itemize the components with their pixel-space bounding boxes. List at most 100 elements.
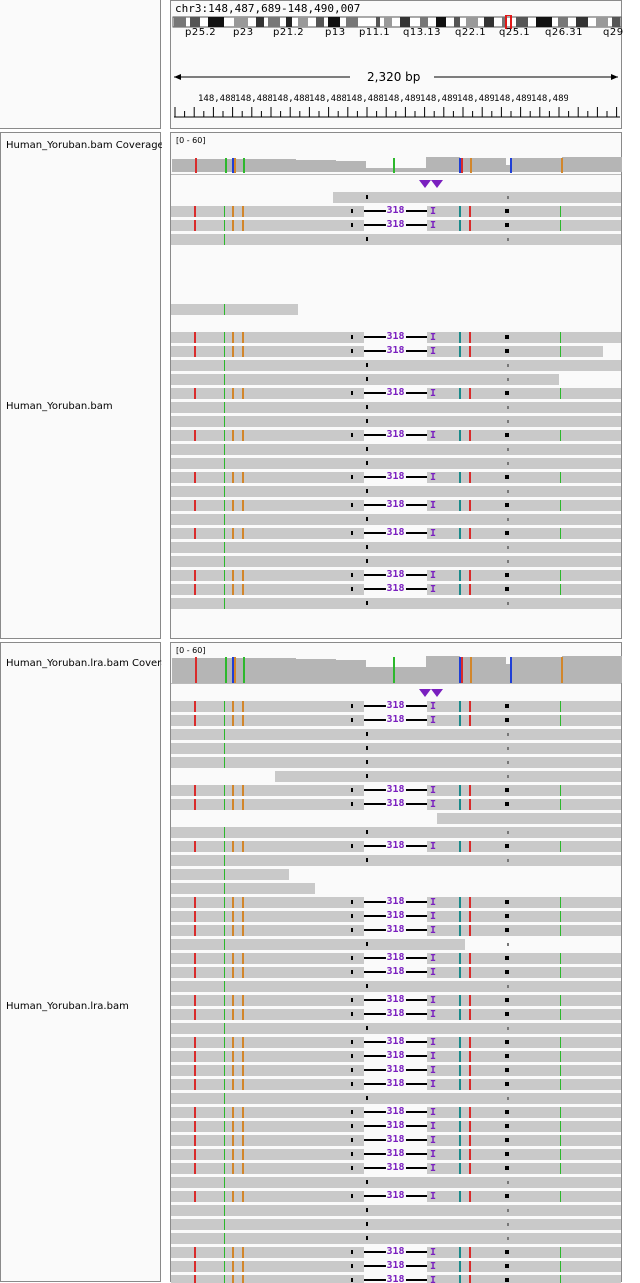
deletion-318bp[interactable]: 318	[364, 1050, 427, 1062]
read[interactable]	[171, 598, 621, 609]
read[interactable]	[171, 444, 621, 455]
read[interactable]	[171, 1205, 621, 1216]
deletion-length-label: 318	[385, 966, 406, 978]
deletion-318bp[interactable]: 318	[364, 1120, 427, 1132]
mismatch-mark	[224, 206, 225, 217]
deletion-318bp[interactable]: 318	[364, 345, 427, 357]
mismatch-mark	[242, 584, 244, 595]
read[interactable]	[171, 855, 621, 866]
deletion-318bp[interactable]: 318	[364, 1134, 427, 1146]
read[interactable]	[333, 192, 621, 203]
cytoband-label: p13	[325, 27, 346, 38]
read[interactable]	[171, 402, 621, 413]
deletion-318bp[interactable]: 318	[364, 700, 427, 712]
deletion-318bp[interactable]: 318	[364, 1260, 427, 1272]
mismatch-mark	[469, 1107, 471, 1118]
deletion-318bp[interactable]: 318	[364, 896, 427, 908]
read[interactable]	[171, 1177, 621, 1188]
deletion-length-label: 318	[385, 527, 406, 539]
deletion-318bp[interactable]: 318	[364, 1246, 427, 1258]
deletion-318bp[interactable]: 318	[364, 994, 427, 1006]
read[interactable]	[171, 883, 315, 894]
deletion-318bp[interactable]: 318	[364, 1274, 427, 1283]
mismatch-mark	[194, 1009, 196, 1020]
mismatch-mark	[194, 1191, 196, 1202]
read[interactable]	[171, 556, 621, 567]
read[interactable]	[171, 1219, 621, 1230]
alignment-track-name-1[interactable]: Human_Yoruban.bam	[6, 401, 113, 412]
coverage-track-name-1[interactable]: Human_Yoruban.bam Coverage	[6, 140, 162, 151]
read[interactable]	[171, 542, 621, 553]
deletion-318bp[interactable]: 318	[364, 1064, 427, 1076]
deletion-318bp[interactable]: 318	[364, 1148, 427, 1160]
deletion-318bp[interactable]: 318	[364, 798, 427, 810]
read[interactable]	[171, 416, 621, 427]
data-panel-2[interactable]: [0 - 60] 318 I 318 I 318 I 318 I 318 I 318 I 318 I 318…	[170, 642, 622, 1283]
deletion-318bp[interactable]: 318	[364, 527, 427, 539]
deletion-318bp[interactable]: 318	[364, 1106, 427, 1118]
deletion-318bp[interactable]: 318	[364, 910, 427, 922]
read[interactable]	[171, 869, 289, 880]
read[interactable]	[171, 360, 621, 371]
mismatch-mark	[242, 925, 244, 936]
insertion-cluster-icon[interactable]	[419, 689, 449, 699]
coverage-histogram-1[interactable]	[172, 133, 622, 173]
insertion-cluster-icon[interactable]	[419, 180, 449, 190]
deletion-318bp[interactable]: 318	[364, 1078, 427, 1090]
deletion-318bp[interactable]: 318	[364, 219, 427, 231]
deletion-318bp[interactable]: 318	[364, 1190, 427, 1202]
data-panel-1[interactable]: [0 - 60] 318 I 318 I 318 I 318 I 318 I 318 I 318 I 318…	[170, 132, 622, 639]
alignment-reads-2[interactable]: 318 I 318 I 318 I 318 I 318 I 318 I 318 I 318 I 318 I 318 I…	[171, 643, 621, 1283]
deletion-318bp[interactable]: 318	[364, 840, 427, 852]
read[interactable]	[171, 729, 621, 740]
insertion-mark: I	[430, 1191, 437, 1202]
read[interactable]	[171, 486, 621, 497]
small-indel-mark	[366, 942, 368, 946]
deletion-318bp[interactable]: 318	[364, 784, 427, 796]
mismatch-mark	[560, 528, 561, 539]
read[interactable]	[171, 1093, 621, 1104]
insertion-mark: I	[430, 715, 437, 726]
deletion-318bp[interactable]: 318	[364, 1162, 427, 1174]
mismatch-mark	[459, 925, 461, 936]
alignment-reads-1[interactable]: 318 I 318 I 318 I 318 I 318 I 318 I 318 I 318 I 318 I 318 I…	[171, 133, 621, 638]
soft-clip-mark	[351, 970, 353, 974]
read[interactable]	[437, 813, 621, 824]
read[interactable]	[171, 234, 621, 245]
deletion-length-label: 318	[385, 1274, 406, 1283]
span-arrow	[174, 74, 618, 80]
deletion-318bp[interactable]: 318	[364, 429, 427, 441]
mismatch-mark	[560, 897, 561, 908]
deletion-318bp[interactable]: 318	[364, 924, 427, 936]
deletion-318bp[interactable]: 318	[364, 714, 427, 726]
coverage-histogram-2[interactable]	[172, 643, 622, 683]
mismatch-mark	[469, 332, 471, 343]
read[interactable]	[171, 939, 465, 950]
read[interactable]	[171, 458, 621, 469]
read[interactable]	[171, 981, 621, 992]
deletion-318bp[interactable]: 318	[364, 569, 427, 581]
read[interactable]	[171, 827, 621, 838]
read[interactable]	[171, 304, 298, 315]
mismatch-mark	[224, 1051, 225, 1062]
deletion-318bp[interactable]: 318	[364, 387, 427, 399]
coverage-track-name-2[interactable]: Human_Yoruban.lra.bam Coverage	[6, 658, 162, 669]
deletion-318bp[interactable]: 318	[364, 966, 427, 978]
deletion-318bp[interactable]: 318	[364, 1008, 427, 1020]
read[interactable]	[275, 771, 621, 782]
read[interactable]	[171, 1023, 621, 1034]
deletion-318bp[interactable]: 318	[364, 1036, 427, 1048]
alignment-track-name-2[interactable]: Human_Yoruban.lra.bam	[6, 1001, 129, 1012]
read[interactable]	[171, 757, 621, 768]
read[interactable]	[171, 514, 621, 525]
read[interactable]	[171, 743, 621, 754]
read[interactable]	[171, 374, 559, 385]
deletion-318bp[interactable]: 318	[364, 952, 427, 964]
deletion-318bp[interactable]: 318	[364, 331, 427, 343]
chromosome-ideogram[interactable]	[172, 15, 622, 29]
read[interactable]	[171, 1233, 621, 1244]
deletion-318bp[interactable]: 318	[364, 471, 427, 483]
deletion-318bp[interactable]: 318	[364, 499, 427, 511]
deletion-318bp[interactable]: 318	[364, 583, 427, 595]
deletion-318bp[interactable]: 318	[364, 205, 427, 217]
